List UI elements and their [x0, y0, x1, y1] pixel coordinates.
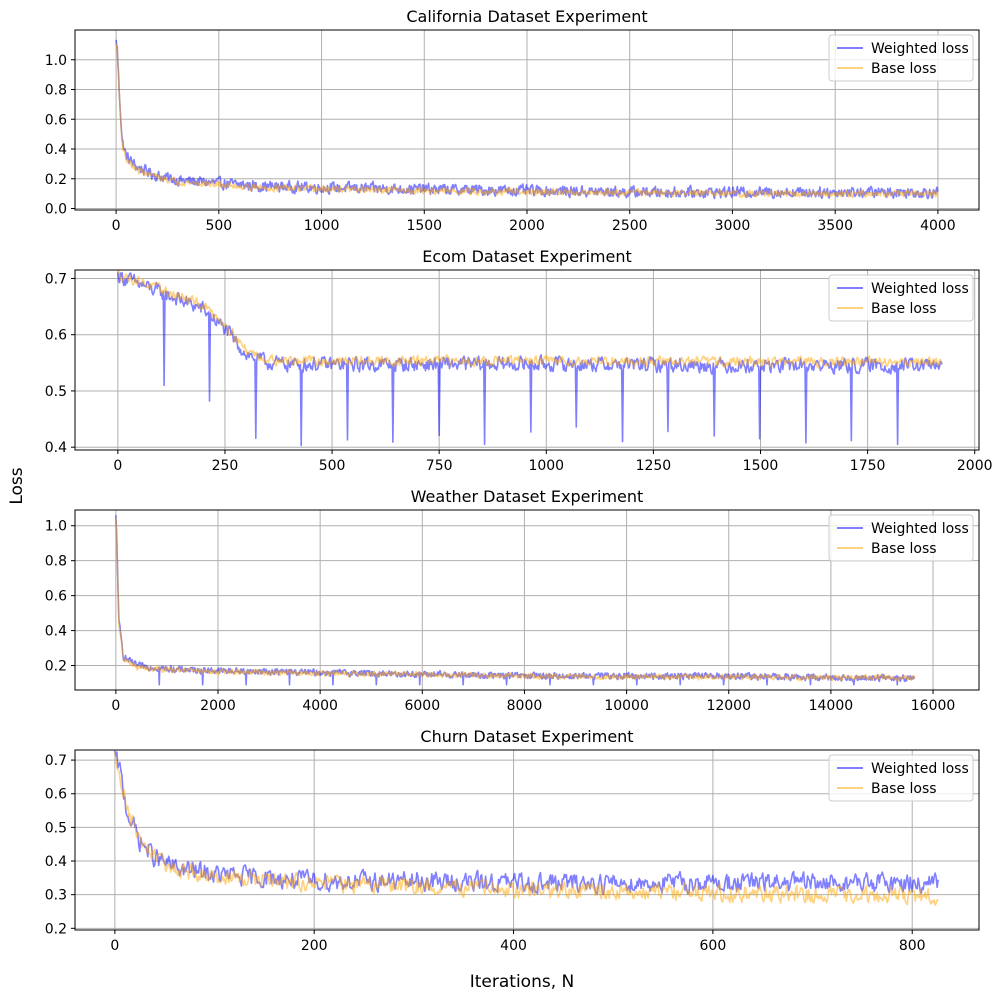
- y-tick-label: 0.5: [45, 820, 67, 836]
- x-tick-label: 1000: [304, 218, 340, 234]
- x-tick-label: 1500: [743, 458, 779, 474]
- plot-area: [117, 270, 943, 447]
- panel-1: 0 500 1000 1500 2000 2500 3000 3500 4000 0.0 0.2 0.…: [45, 7, 980, 234]
- axes-frame: [74, 509, 980, 691]
- y-tick-label: 0.0: [45, 202, 67, 218]
- y-tick-label: 0.7: [45, 753, 67, 769]
- x-tick-label: 1500: [406, 218, 442, 234]
- axes-frame: [74, 749, 980, 931]
- base-loss-line: [114, 751, 939, 906]
- x-tick-label: 0: [111, 698, 120, 714]
- legend: Weighted loss Base loss: [828, 754, 974, 802]
- x-tick-label: 200: [301, 938, 328, 954]
- axes-frame: [74, 29, 980, 211]
- figure-xlabel: Iterations, N: [470, 972, 575, 992]
- x-tick-label: 4000: [302, 698, 338, 714]
- x-tick-label: 3500: [817, 218, 853, 234]
- x-tick-label: 250: [212, 458, 239, 474]
- x-tick-label: 3000: [715, 218, 751, 234]
- legend-weighted-label: Weighted loss: [871, 41, 969, 57]
- legend-weighted-label: Weighted loss: [871, 761, 969, 777]
- y-tick-label: 0.4: [45, 624, 67, 640]
- y-tick-label: 0.6: [45, 112, 67, 128]
- x-tick-label: 600: [700, 938, 727, 954]
- legend-base-label: Base loss: [871, 61, 937, 77]
- x-tick-label: 500: [205, 218, 232, 234]
- x-tick-label: 2500: [612, 218, 648, 234]
- panel-title: Ecom Dataset Experiment: [422, 247, 632, 266]
- panel-3: 0 2000 4000 6000 8000 10000 12000 14000 16000 0.2…: [45, 487, 980, 714]
- plot-area: [115, 515, 916, 686]
- y-tick-label: 0.4: [45, 440, 67, 456]
- x-tick-label: 400: [500, 938, 527, 954]
- y-tick-label: 1.0: [45, 53, 67, 69]
- legend-box: [828, 754, 974, 802]
- weighted-loss-line: [115, 39, 939, 200]
- panel-title: Churn Dataset Experiment: [420, 727, 633, 746]
- plot-area: [114, 750, 939, 906]
- y-tick-label: 0.2: [45, 921, 67, 937]
- x-tick-label: 1000: [528, 458, 564, 474]
- x-tick-label: 2000: [957, 458, 993, 474]
- legend: Weighted loss Base loss: [828, 274, 974, 322]
- plot-area: [115, 39, 939, 200]
- panel-title: California Dataset Experiment: [406, 7, 647, 26]
- base-loss-line: [115, 517, 916, 682]
- x-tick-label: 10000: [604, 698, 649, 714]
- base-loss-line: [115, 43, 939, 199]
- legend-base-label: Base loss: [871, 301, 937, 317]
- y-tick-label: 0.2: [45, 659, 67, 675]
- axes-frame: [74, 269, 980, 451]
- base-loss-line: [117, 270, 943, 369]
- x-tick-label: 2000: [509, 218, 545, 234]
- y-tick-label: 0.6: [45, 328, 67, 344]
- panel-2: 0 250 500 750 1000 1250 1500 1750 2000 0.4 0.5 0.6 0…: [45, 247, 993, 474]
- y-tick-label: 0.8: [45, 83, 67, 99]
- x-tick-label: 1250: [636, 458, 672, 474]
- y-tick-label: 0.7: [45, 271, 67, 287]
- legend-box: [828, 274, 974, 322]
- weighted-loss-line: [115, 515, 916, 686]
- legend-weighted-label: Weighted loss: [871, 281, 969, 297]
- x-tick-label: 0: [112, 218, 121, 234]
- x-tick-label: 14000: [809, 698, 854, 714]
- y-tick-label: 0.3: [45, 888, 67, 904]
- y-tick-label: 0.6: [45, 589, 67, 605]
- x-tick-label: 2000: [200, 698, 236, 714]
- x-tick-label: 8000: [507, 698, 543, 714]
- y-tick-label: 0.4: [45, 142, 67, 158]
- x-tick-label: 0: [110, 938, 119, 954]
- legend: Weighted loss Base loss: [828, 514, 974, 562]
- y-tick-label: 0.8: [45, 554, 67, 570]
- legend: Weighted loss Base loss: [828, 34, 974, 82]
- figure-ylabel: Loss: [7, 467, 27, 504]
- x-tick-label: 12000: [706, 698, 751, 714]
- panel-title: Weather Dataset Experiment: [411, 487, 644, 506]
- y-tick-label: 1.0: [45, 519, 67, 535]
- y-tick-label: 0.2: [45, 172, 67, 188]
- y-tick-label: 0.4: [45, 854, 67, 870]
- x-tick-label: 1750: [850, 458, 886, 474]
- subplot-panels: 0 500 1000 1500 2000 2500 3000 3500 40000.00.20.…: [45, 7, 993, 954]
- x-tick-label: 6000: [404, 698, 440, 714]
- legend-weighted-label: Weighted loss: [871, 521, 969, 537]
- x-tick-label: 0: [113, 458, 122, 474]
- legend-base-label: Base loss: [871, 781, 937, 797]
- x-tick-label: 800: [899, 938, 926, 954]
- panel-4: 0 200 400 600 800 0.2 0.3 0.4 0.5 0.6 0.7 Churn Dat…: [45, 727, 980, 954]
- y-tick-label: 0.5: [45, 384, 67, 400]
- x-tick-label: 4000: [920, 218, 956, 234]
- legend-box: [828, 514, 974, 562]
- x-tick-label: 500: [319, 458, 346, 474]
- y-tick-label: 0.6: [45, 787, 67, 803]
- x-tick-label: 16000: [911, 698, 956, 714]
- legend-base-label: Base loss: [871, 541, 937, 557]
- legend-box: [828, 34, 974, 82]
- x-tick-label: 750: [426, 458, 453, 474]
